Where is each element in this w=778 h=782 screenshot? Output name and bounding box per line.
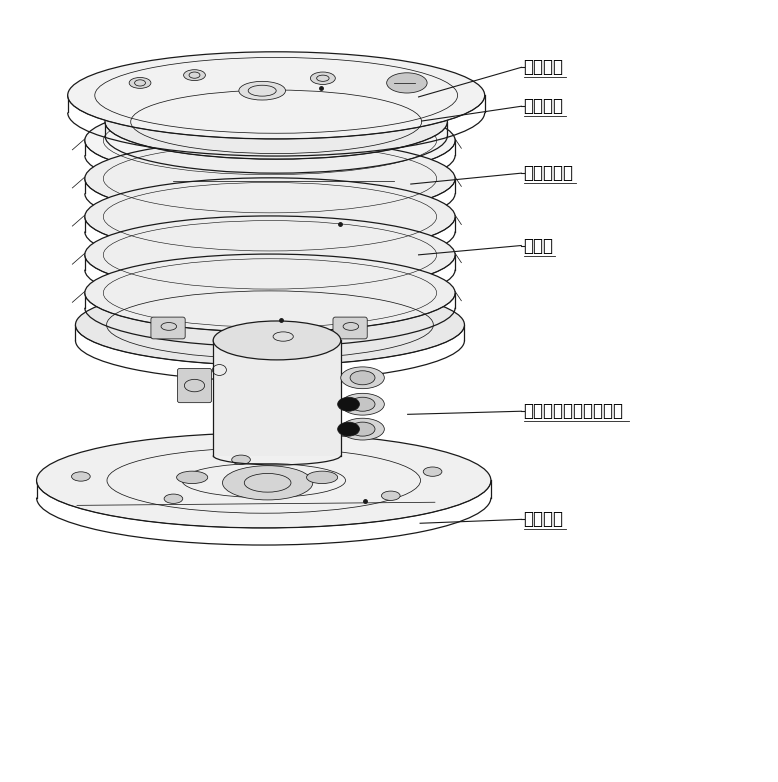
FancyBboxPatch shape — [177, 368, 212, 403]
Bar — [213, 340, 341, 456]
FancyBboxPatch shape — [333, 317, 367, 339]
Ellipse shape — [232, 455, 251, 465]
Ellipse shape — [350, 371, 375, 385]
Ellipse shape — [350, 397, 375, 411]
Ellipse shape — [341, 418, 384, 440]
Text: 温度、湿度、气压监测: 温度、湿度、气压监测 — [524, 402, 624, 420]
Bar — [321, 113, 335, 136]
Ellipse shape — [310, 72, 335, 84]
Ellipse shape — [387, 109, 401, 115]
FancyBboxPatch shape — [151, 317, 185, 339]
Ellipse shape — [85, 254, 455, 332]
Ellipse shape — [338, 422, 359, 436]
Ellipse shape — [307, 471, 338, 483]
Ellipse shape — [341, 393, 384, 415]
Text: 固定法兰: 固定法兰 — [524, 511, 563, 529]
Ellipse shape — [85, 102, 455, 179]
Ellipse shape — [68, 52, 485, 139]
Ellipse shape — [85, 178, 455, 256]
Ellipse shape — [184, 70, 205, 81]
Bar — [220, 113, 234, 136]
Ellipse shape — [350, 422, 375, 436]
Ellipse shape — [85, 216, 455, 294]
Ellipse shape — [239, 81, 286, 100]
Ellipse shape — [321, 109, 335, 115]
Ellipse shape — [213, 321, 341, 360]
Ellipse shape — [381, 491, 400, 500]
Ellipse shape — [37, 433, 491, 528]
Ellipse shape — [338, 397, 359, 411]
Ellipse shape — [177, 471, 208, 483]
Ellipse shape — [129, 77, 151, 88]
Ellipse shape — [166, 109, 180, 115]
Ellipse shape — [75, 285, 464, 365]
Ellipse shape — [223, 466, 313, 500]
Ellipse shape — [341, 367, 384, 389]
Ellipse shape — [164, 494, 183, 504]
Ellipse shape — [423, 467, 442, 476]
Text: 指北箭头: 指北箭头 — [524, 97, 563, 115]
Ellipse shape — [85, 140, 455, 217]
Text: 超声波探头: 超声波探头 — [524, 164, 573, 182]
Text: 百叶箱: 百叶箱 — [524, 236, 554, 254]
Text: 控制电路: 控制电路 — [524, 59, 563, 77]
Ellipse shape — [387, 73, 427, 93]
Ellipse shape — [105, 84, 447, 160]
Ellipse shape — [220, 109, 234, 115]
Bar — [387, 113, 401, 136]
Bar — [166, 113, 180, 136]
Ellipse shape — [72, 472, 90, 481]
